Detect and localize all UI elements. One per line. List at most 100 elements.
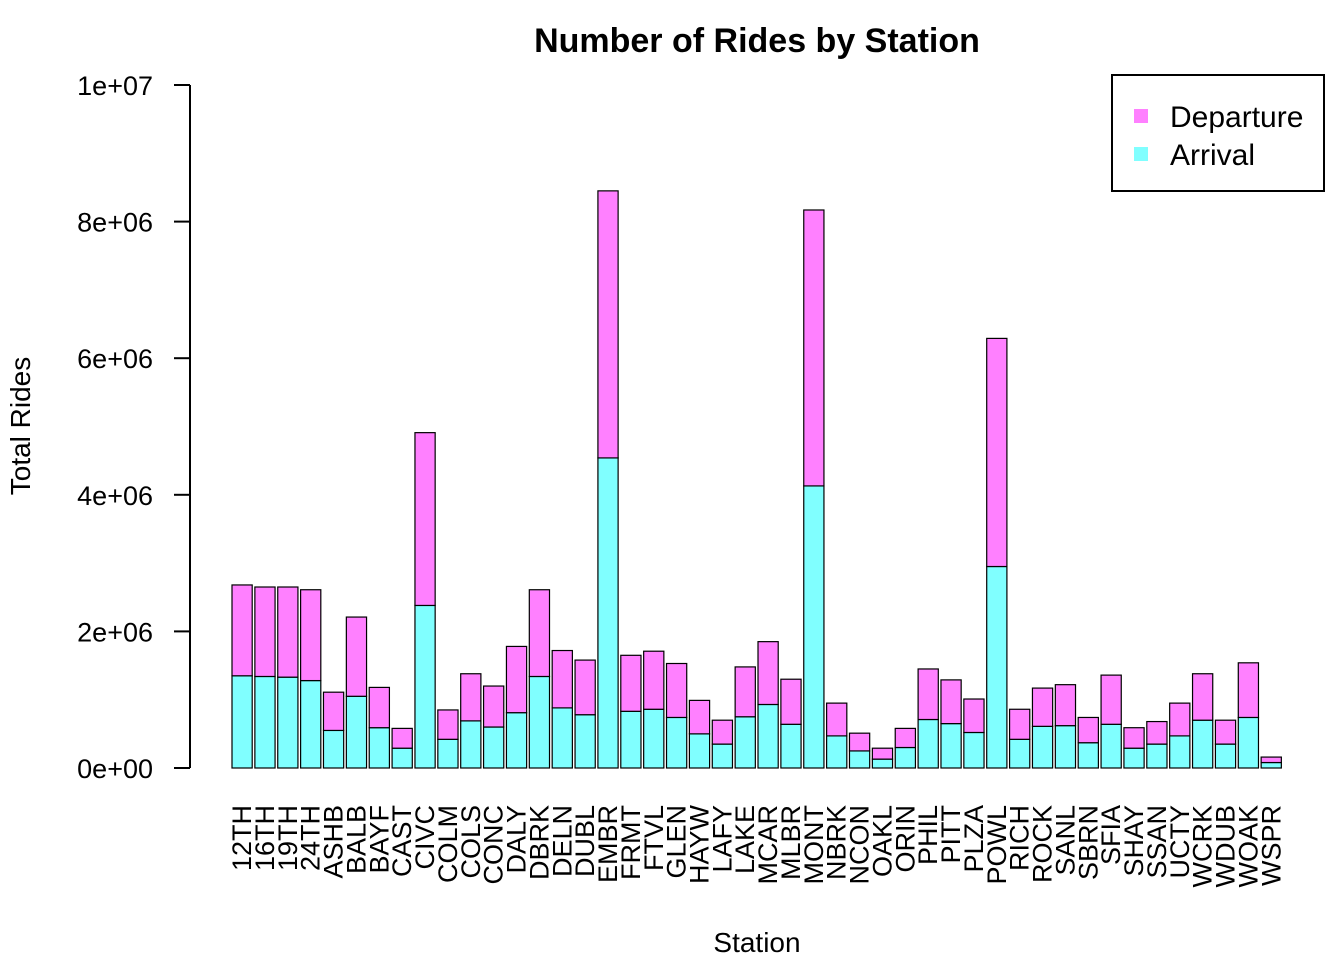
bar-arrival-mcar — [757, 703, 779, 769]
x-tick-label-cast: CAST — [387, 805, 417, 877]
bar-departure-sanl — [1054, 684, 1077, 727]
bar-departure-nbrk — [826, 702, 848, 737]
bar-departure-dbrk — [528, 589, 551, 678]
bar-arrival-dubl — [574, 714, 596, 769]
x-tick-label-rock: ROCK — [1028, 805, 1058, 883]
x-tick-label-mont: MONT — [799, 805, 829, 884]
bar-departure-oakl — [871, 747, 894, 760]
x-tick-label-deln: DELN — [547, 805, 577, 877]
bar-arrival-mont — [803, 485, 825, 769]
bar-departure-embr — [597, 190, 619, 459]
bar-departure-cast — [391, 727, 413, 749]
x-tick-label-sfia: SFIA — [1096, 805, 1126, 865]
x-tick-label-ftvl: FTVL — [639, 805, 669, 871]
bar-arrival-hayw — [688, 733, 711, 769]
x-tick-label-ssan: SSAN — [1142, 805, 1172, 879]
bar-arrival-24th — [300, 679, 322, 769]
x-tick-label-shay: SHAY — [1119, 805, 1149, 877]
bar-departure-sfia — [1100, 674, 1122, 725]
chart-title: Number of Rides by Station — [534, 22, 980, 60]
x-tick-label-oakl: OAKL — [867, 805, 897, 877]
x-tick-label-dubl: DUBL — [570, 805, 600, 877]
x-tick-label-phil: PHIL — [913, 805, 943, 865]
bar-departure-cols — [460, 673, 482, 722]
bar-arrival-wcrk — [1191, 719, 1214, 769]
x-tick-label-orin: ORIN — [890, 805, 920, 873]
bar-departure-ucty — [1169, 702, 1191, 737]
x-tick-label-nbrk: NBRK — [822, 805, 852, 880]
bar-arrival-glen — [665, 716, 688, 769]
x-tick-label-lafy: LAFY — [707, 805, 737, 873]
bar-arrival-pitt — [940, 723, 962, 769]
x-tick-label-frmt: FRMT — [616, 805, 646, 880]
bar-departure-balb — [345, 616, 368, 697]
x-tick-label-12th: 12TH — [227, 805, 257, 871]
bar-arrival-shay — [1123, 747, 1145, 769]
bar-departure-deln — [551, 649, 573, 709]
x-tick-label-glen: GLEN — [662, 805, 692, 879]
x-tick-label-embr: EMBR — [593, 805, 623, 883]
bar-arrival-deln — [551, 707, 573, 769]
x-tick-label-rich: RICH — [1005, 805, 1035, 871]
legend-box — [1111, 74, 1325, 192]
bar-departure-wspr — [1260, 756, 1282, 764]
legend: Departure Arrival — [1111, 74, 1325, 192]
x-tick-label-powl: POWL — [982, 805, 1012, 885]
x-tick-label-16th: 16TH — [250, 805, 280, 871]
x-tick-label-conc: CONC — [479, 805, 509, 885]
bar-arrival-ssan — [1146, 743, 1168, 769]
x-tick-label-balb: BALB — [341, 805, 371, 874]
x-tick-label-sanl: SANL — [1050, 805, 1080, 876]
legend-label-arrival: Arrival — [1170, 139, 1255, 172]
bar-departure-woak — [1237, 662, 1260, 719]
x-tick-label-ucty: UCTY — [1165, 805, 1195, 879]
x-tick-label-wdub: WDUB — [1211, 805, 1241, 888]
bar-departure-ftvl — [643, 650, 665, 710]
legend-swatch-departure — [1134, 109, 1148, 123]
bar-departure-mcar — [757, 641, 779, 706]
bar-departure-dubl — [574, 659, 596, 716]
bar-departure-ssan — [1146, 720, 1168, 745]
x-tick-label-mlbr: MLBR — [776, 805, 806, 880]
bar-arrival-lafy — [711, 743, 734, 769]
x-tick-label-bayf: BAYF — [364, 805, 394, 874]
bar-departure-conc — [482, 685, 505, 728]
bar-departure-civc — [414, 432, 436, 607]
y-tick-label: 0e+00 — [77, 754, 153, 784]
bar-arrival-sbrn — [1077, 742, 1099, 769]
x-tick-label-wspr: WSPR — [1256, 805, 1286, 886]
bar-arrival-woak — [1237, 716, 1260, 769]
bar-arrival-wdub — [1214, 743, 1237, 769]
bars-group — [231, 190, 1282, 769]
bar-arrival-12th — [231, 675, 253, 769]
bar-arrival-ucty — [1169, 735, 1191, 769]
bar-arrival-ncon — [848, 750, 871, 769]
bar-departure-mlbr — [780, 678, 802, 725]
bar-arrival-dbrk — [528, 675, 551, 769]
y-tick-label: 8e+06 — [77, 208, 153, 238]
bar-arrival-conc — [482, 726, 505, 769]
x-tick-label-ncon: NCON — [845, 805, 875, 885]
bar-arrival-cast — [391, 747, 413, 769]
x-tick-label-plza: PLZA — [959, 805, 989, 873]
x-tick-label-mcar: MCAR — [753, 805, 783, 885]
bar-departure-16th — [254, 586, 276, 678]
x-tick-label-daly: DALY — [502, 805, 532, 874]
y-tick-label: 6e+06 — [77, 344, 153, 374]
bar-departure-wdub — [1214, 719, 1237, 745]
bar-arrival-orin — [894, 746, 917, 769]
bar-arrival-sfia — [1100, 723, 1122, 769]
bar-departure-hayw — [688, 699, 711, 735]
x-tick-label-colm: COLM — [433, 805, 463, 883]
bar-arrival-powl — [986, 565, 1008, 769]
bar-departure-mont — [803, 209, 825, 487]
bar-arrival-cols — [460, 720, 482, 769]
bar-arrival-nbrk — [826, 735, 848, 769]
bar-arrival-embr — [597, 457, 619, 769]
x-tick-label-wcrk: WCRK — [1188, 805, 1218, 888]
bar-arrival-sanl — [1054, 725, 1077, 769]
bar-departure-12th — [231, 584, 253, 677]
bar-arrival-16th — [254, 675, 276, 769]
bar-arrival-oakl — [871, 758, 894, 769]
bar-arrival-lake — [734, 716, 756, 769]
